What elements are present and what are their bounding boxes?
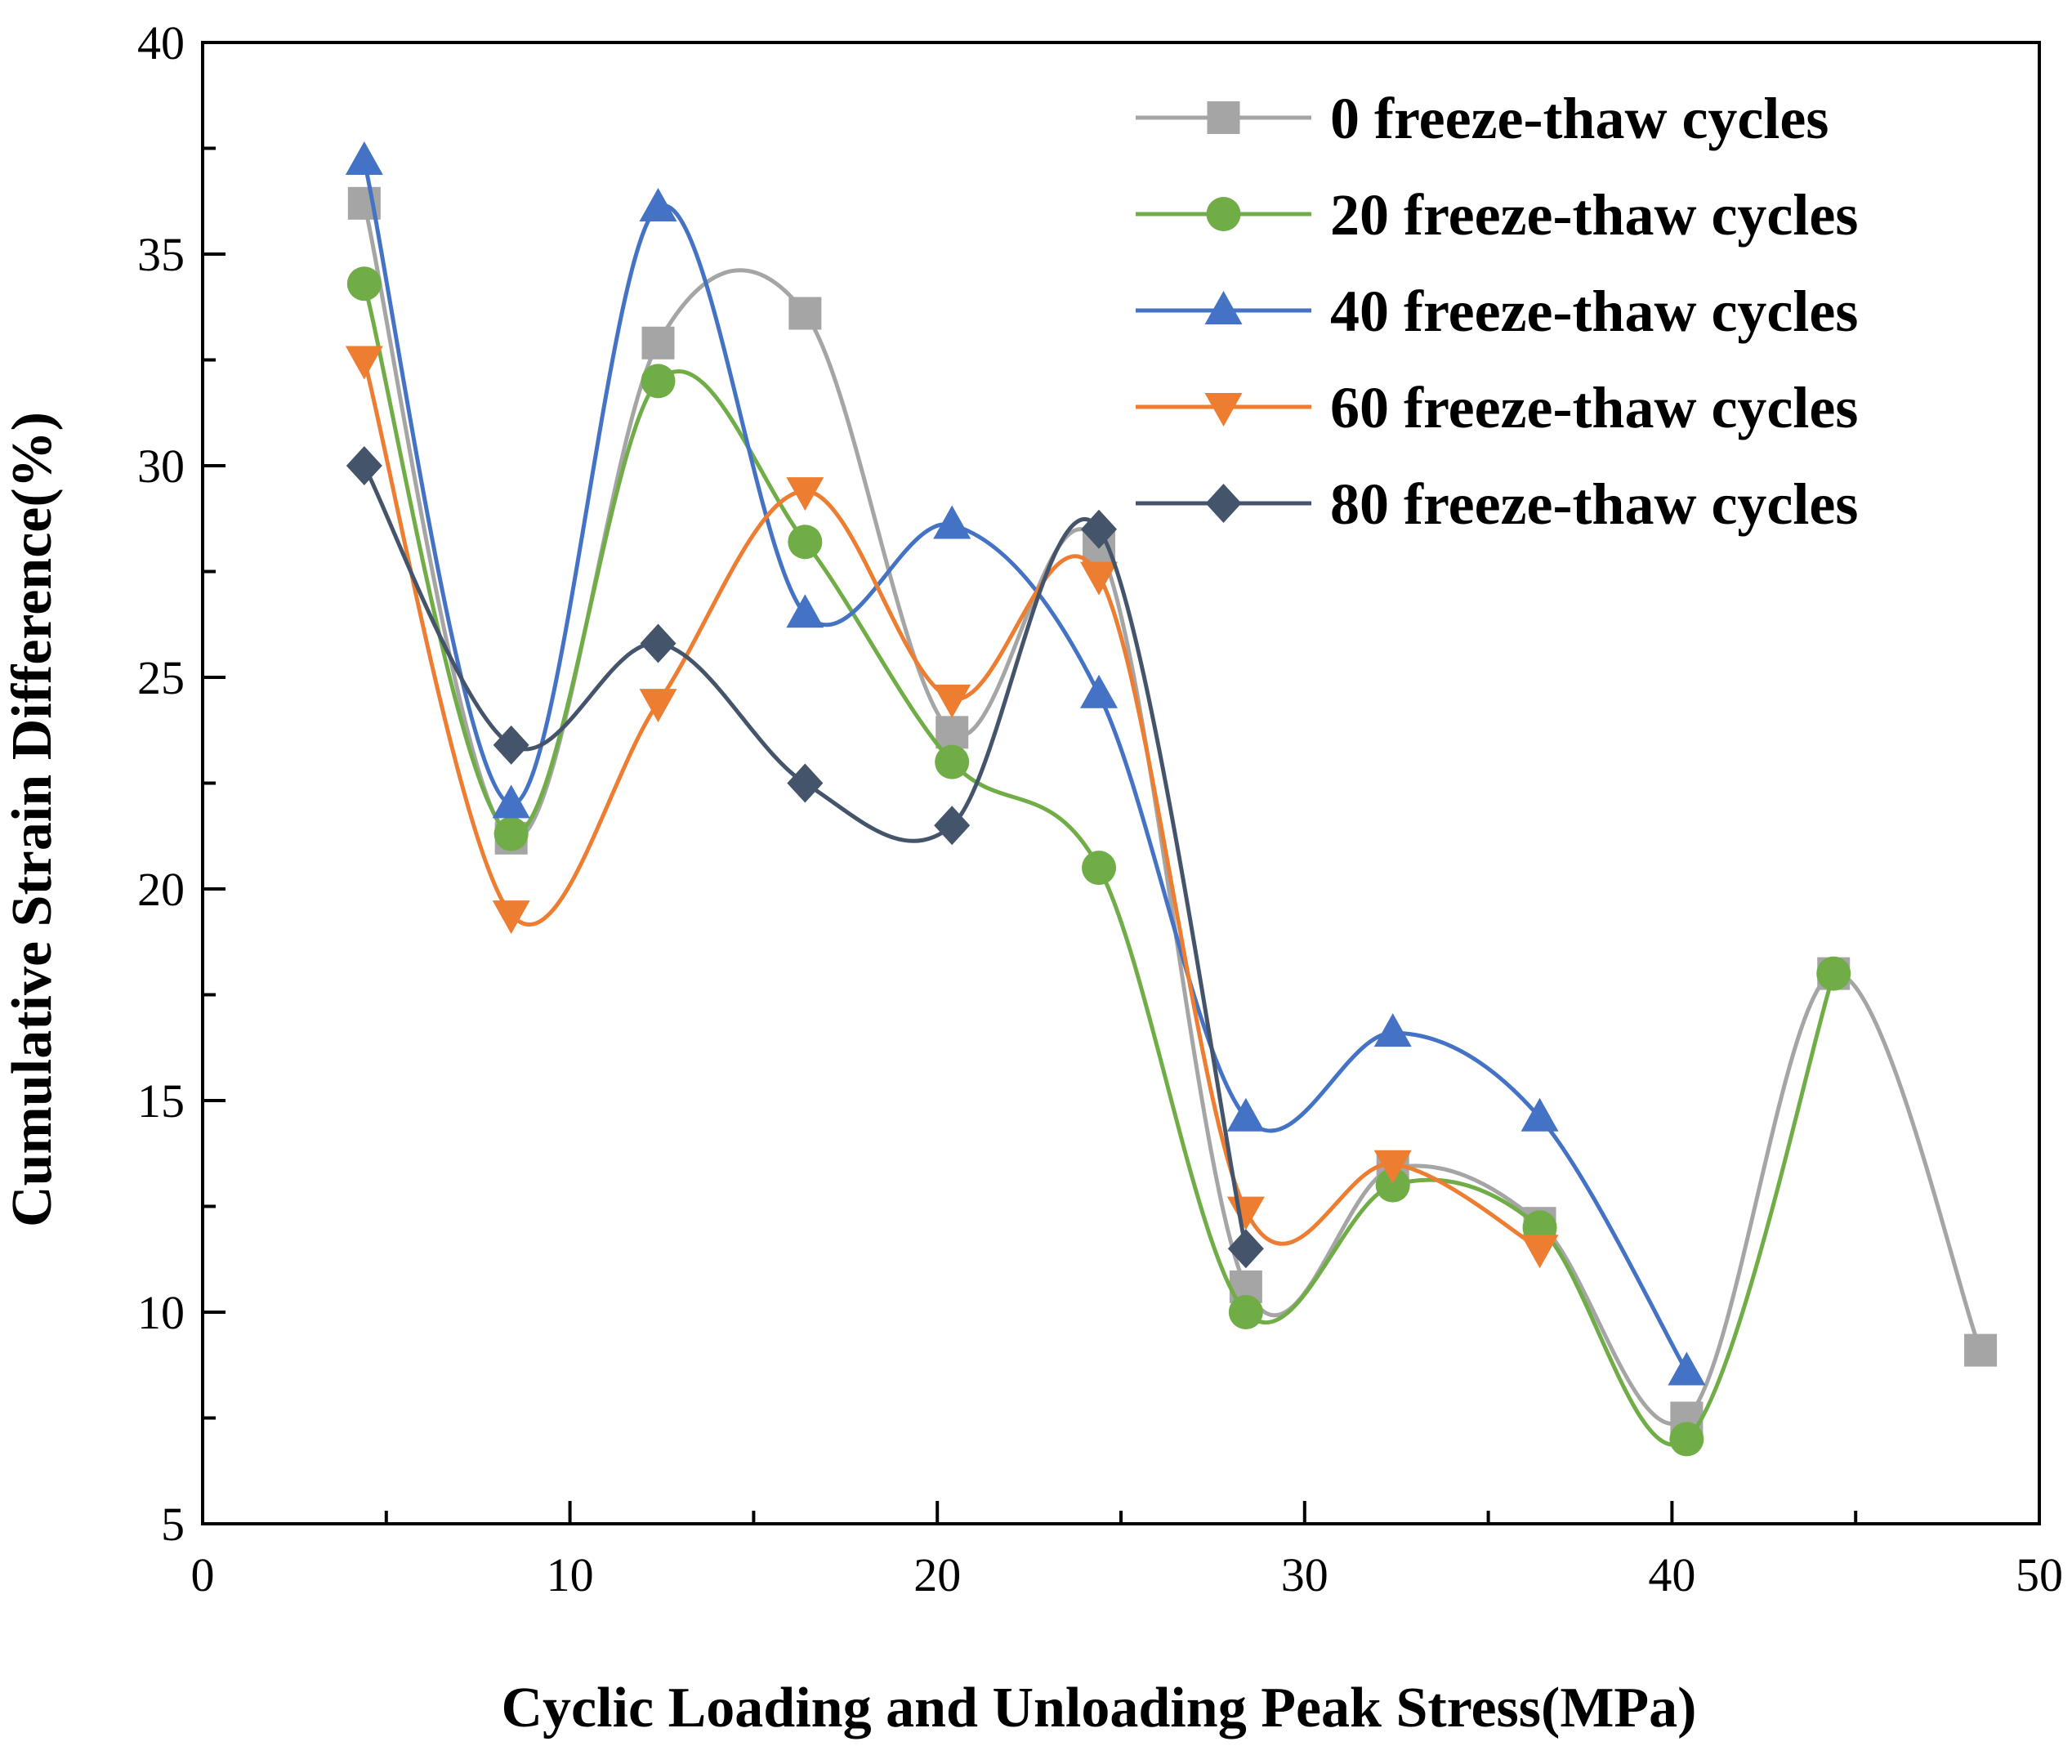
data-point — [788, 297, 822, 330]
data-point — [1081, 509, 1118, 549]
y-tick-label: 30 — [137, 440, 185, 493]
data-point — [1521, 1235, 1559, 1269]
x-tick-label: 50 — [2016, 1548, 2063, 1601]
legend-item-4: 80 freeze-thaw cycles — [1136, 471, 1858, 537]
legend-item-3: 60 freeze-thaw cycles — [1136, 375, 1858, 440]
data-point — [1964, 1333, 1998, 1367]
legend-label: 60 freeze-thaw cycles — [1330, 375, 1858, 440]
legend-label: 80 freeze-thaw cycles — [1330, 471, 1858, 537]
data-point — [1227, 1229, 1264, 1269]
legend-marker — [1206, 197, 1241, 231]
data-point — [1080, 561, 1119, 596]
data-point — [493, 725, 529, 765]
y-tick-label: 25 — [137, 651, 185, 704]
series-2 — [345, 141, 1706, 1386]
axes: 0 10 20 30 40 50 5 10 15 20 25 30 35 40 — [137, 16, 2063, 1601]
data-point — [345, 346, 383, 380]
x-axis-title: Cyclic Loading and Unloading Peak Stress… — [502, 1677, 1697, 1739]
data-point — [640, 623, 677, 663]
legend-label: 20 freeze-thaw cycles — [1330, 182, 1858, 248]
legend-marker — [1204, 291, 1243, 324]
data-point — [639, 188, 677, 222]
x-tick-label: 40 — [1648, 1548, 1695, 1601]
data-point — [1226, 1196, 1265, 1230]
y-tick-label: 40 — [137, 16, 185, 69]
data-point — [788, 525, 823, 560]
plot-frame — [201, 41, 2041, 1525]
data-point — [936, 716, 969, 749]
y-tick-label: 20 — [137, 863, 185, 916]
legend: 0 freeze-thaw cycles 20 freeze-thaw cycle… — [1136, 86, 1858, 537]
y-tick-label: 10 — [137, 1286, 185, 1339]
x-tick-label: 20 — [913, 1548, 961, 1601]
legend-label: 40 freeze-thaw cycles — [1330, 279, 1858, 344]
data-point — [641, 326, 675, 359]
legend-label: 0 freeze-thaw cycles — [1330, 86, 1829, 151]
data-point — [1373, 1013, 1412, 1047]
series-3 — [345, 346, 1559, 1269]
data-point — [493, 816, 529, 851]
series-4 — [346, 446, 1264, 1269]
data-point — [787, 763, 824, 803]
data-point — [1226, 1097, 1265, 1132]
legend-marker — [1207, 101, 1240, 134]
data-point — [1668, 1351, 1706, 1386]
data-point — [1669, 1422, 1704, 1457]
y-tick-label: 35 — [137, 228, 185, 281]
data-point — [1521, 1097, 1559, 1132]
data-point — [641, 364, 676, 399]
y-axis-title: Cumulative Strain Difference(%) — [1, 412, 64, 1227]
y-tick-label: 15 — [137, 1074, 185, 1128]
legend-item-1: 20 freeze-thaw cycles — [1136, 182, 1858, 248]
x-tick-label: 10 — [547, 1548, 594, 1601]
data-point — [933, 505, 971, 539]
data-point — [1373, 1150, 1412, 1184]
data-point — [934, 806, 971, 846]
data-point — [1228, 1295, 1263, 1329]
data-point — [639, 689, 677, 723]
data-point — [935, 744, 970, 779]
data-point — [1082, 851, 1117, 886]
data-point — [492, 900, 530, 935]
data-point — [346, 446, 382, 485]
series-line — [362, 160, 1689, 1373]
legend-item-0: 0 freeze-thaw cycles — [1136, 86, 1829, 151]
legend-item-2: 40 freeze-thaw cycles — [1136, 279, 1858, 344]
data-point — [1816, 956, 1851, 991]
data-point — [1375, 1168, 1410, 1203]
legend-marker — [1204, 393, 1243, 426]
series-layer — [345, 141, 1998, 1457]
legend-marker — [1205, 484, 1242, 523]
data-point — [786, 477, 824, 511]
data-point — [345, 141, 383, 176]
x-tick-label: 0 — [191, 1548, 215, 1601]
data-point — [1080, 674, 1119, 708]
y-tick-label: 5 — [161, 1498, 185, 1551]
data-point — [346, 266, 382, 301]
data-point — [786, 594, 824, 628]
data-point — [492, 784, 530, 819]
data-point — [933, 684, 971, 718]
series-1 — [346, 266, 1851, 1457]
x-tick-label: 30 — [1281, 1548, 1328, 1601]
